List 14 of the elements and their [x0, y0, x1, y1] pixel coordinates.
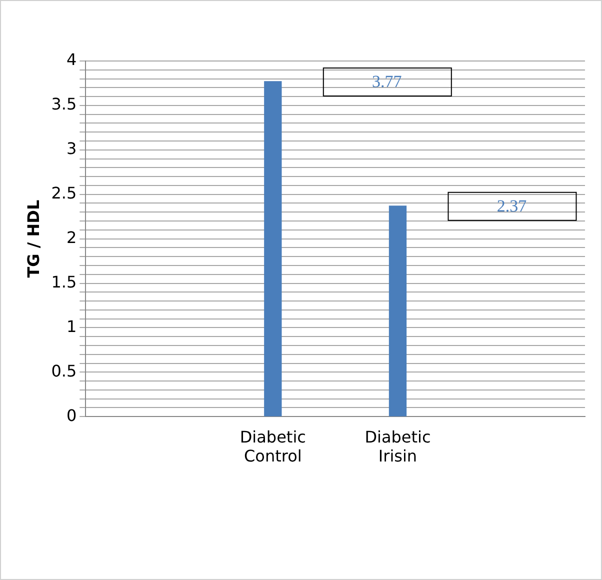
annotation: 2.37	[496, 196, 528, 216]
y-tick-label: 3.5	[51, 94, 77, 114]
annotation: 3.77	[372, 72, 402, 91]
y-tick-label: 2	[66, 228, 77, 247]
y-tick-label: 1	[66, 316, 77, 336]
y-tick-label: 0	[66, 406, 77, 425]
y-tick-label: 1.5	[51, 272, 77, 292]
x-tick-label: Diabetic Irisin	[364, 427, 431, 466]
y-tick-label: 0.5	[51, 361, 77, 380]
y-tick-label: 4	[66, 50, 77, 70]
y-tick-label: 2.5	[51, 184, 77, 203]
y-axis-title: TG / HDL	[24, 200, 43, 278]
x-tick-label: Diabetic Control	[240, 427, 306, 466]
y-tick-label: 3	[66, 139, 77, 158]
